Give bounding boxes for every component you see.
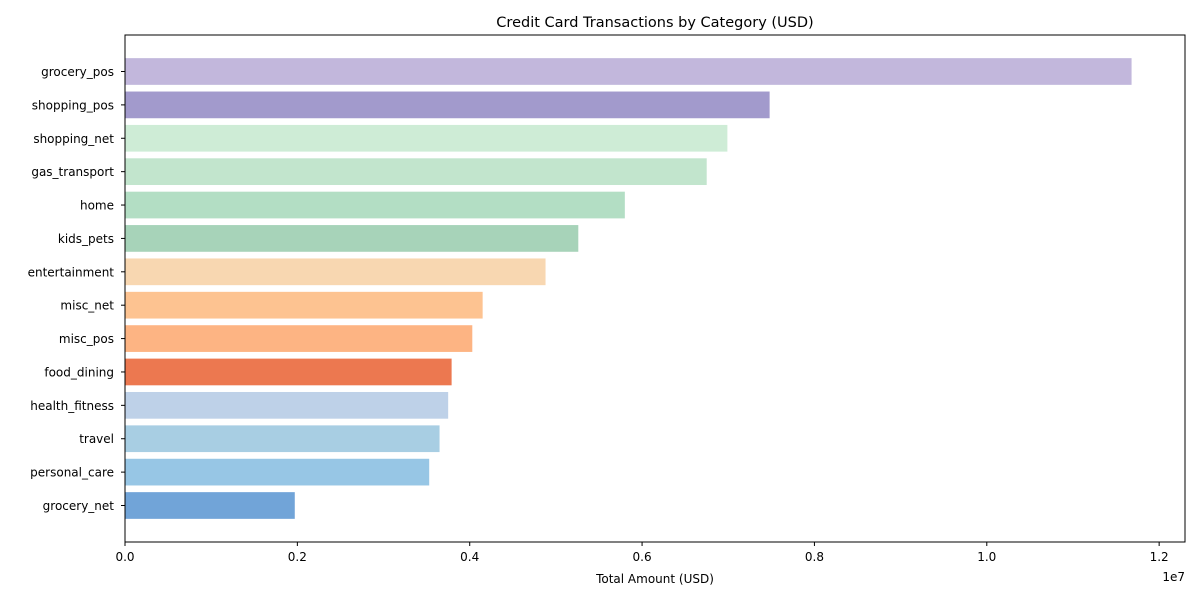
- y-tick-label: personal_care: [30, 466, 114, 480]
- y-tick-label: home: [80, 199, 114, 213]
- x-tick-label: 0.4: [460, 550, 479, 564]
- y-axis-ticks: grocery_pos shopping_pos shopping_net gas_t…: [28, 65, 125, 513]
- bar-personal-care: [125, 458, 430, 486]
- x-tick-label: 0.8: [805, 550, 824, 564]
- bar-grocery-net: [125, 492, 295, 519]
- y-tick-label: kids_pets: [58, 232, 114, 246]
- plot-frame: [124, 34, 1186, 543]
- bar-kids-pets: [125, 225, 579, 252]
- bars-group: [125, 58, 1132, 519]
- x-tick-label: 0.0: [115, 550, 134, 564]
- bar-gas-transport: [125, 158, 707, 186]
- y-tick-label: misc_net: [60, 299, 114, 313]
- y-tick-label: food_dining: [44, 365, 114, 379]
- bar-food-dining: [125, 358, 452, 386]
- x-axis-ticks: 0.0 0.2 0.4 0.6 0.8 1.0 1.2: [115, 542, 1169, 564]
- x-axis-label: Total Amount (USD): [595, 572, 714, 586]
- y-tick-label: travel: [79, 432, 114, 446]
- y-tick-label: shopping_net: [33, 132, 114, 146]
- chart-title: Credit Card Transactions by Category (US…: [496, 15, 813, 31]
- x-tick-label: 0.6: [633, 550, 652, 564]
- bar-grocery-pos: [125, 58, 1132, 85]
- bar-travel: [125, 425, 440, 453]
- y-tick-label: entertainment: [28, 265, 115, 279]
- y-tick-label: grocery_pos: [41, 65, 114, 79]
- bar-misc-net: [125, 291, 483, 319]
- x-axis-offset-label: 1e7: [1162, 570, 1185, 584]
- bar-home: [125, 191, 625, 219]
- x-tick-label: 1.2: [1150, 550, 1169, 564]
- y-tick-label: grocery_net: [43, 499, 115, 513]
- bar-misc-pos: [125, 325, 473, 352]
- bar-shopping-pos: [125, 91, 770, 119]
- bar-health-fitness: [125, 391, 449, 419]
- y-tick-label: health_fitness: [30, 399, 114, 413]
- y-tick-label: misc_pos: [59, 332, 114, 346]
- x-tick-label: 0.2: [288, 550, 307, 564]
- bar-shopping-net: [125, 124, 728, 152]
- y-tick-label: gas_transport: [31, 165, 114, 179]
- bar-entertainment: [125, 258, 546, 286]
- x-tick-label: 1.0: [977, 550, 996, 564]
- y-tick-label: shopping_pos: [32, 98, 114, 112]
